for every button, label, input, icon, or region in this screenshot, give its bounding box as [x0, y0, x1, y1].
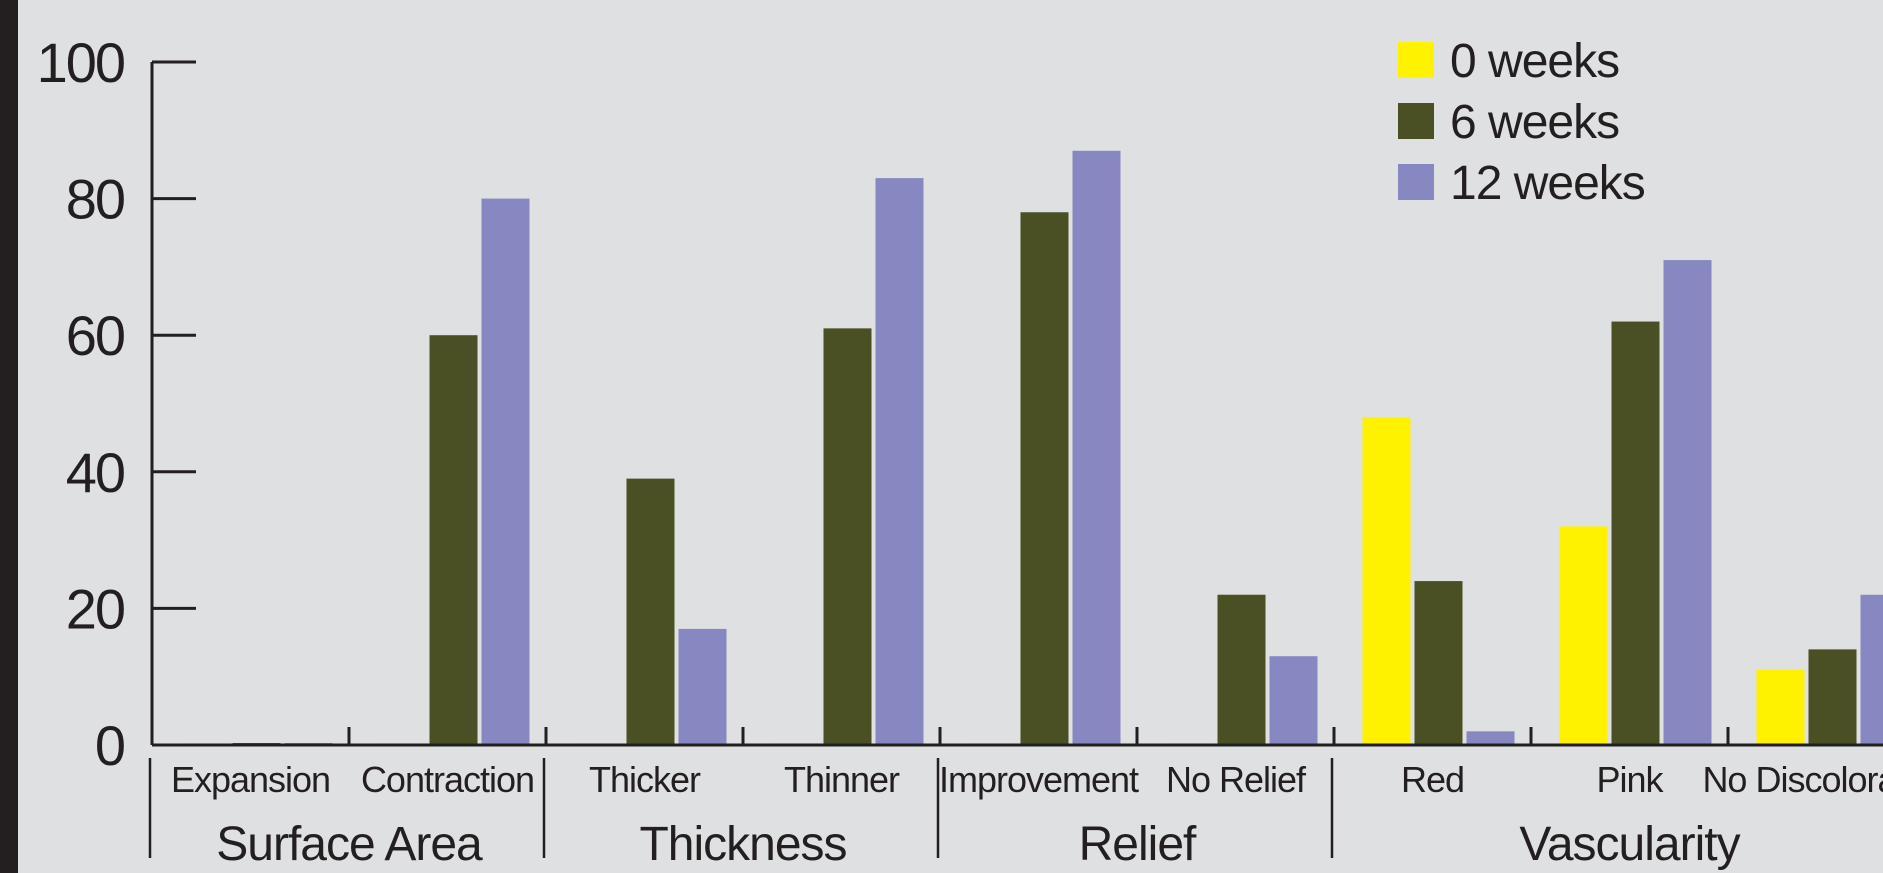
bar [1217, 594, 1266, 745]
bar [823, 328, 872, 745]
legend-label: 0 weeks [1450, 35, 1619, 88]
y-tick-label: 80 [66, 168, 124, 231]
bar [626, 478, 675, 745]
bar [1072, 150, 1121, 746]
group-label: Vascularity [1519, 818, 1740, 871]
x-tick-label: Pink [1596, 759, 1664, 800]
legend-label: 6 weeks [1450, 96, 1619, 149]
y-tick-label: 40 [66, 441, 124, 504]
bar [481, 198, 530, 746]
bar [1269, 656, 1318, 745]
bar [1756, 669, 1805, 745]
bar [1860, 594, 1883, 745]
y-tick-label: 60 [66, 304, 124, 367]
bar [1020, 212, 1069, 745]
bar [875, 178, 924, 746]
group-label: Surface Area [216, 818, 483, 871]
legend-swatch [1398, 164, 1434, 200]
bar [1362, 417, 1411, 745]
legend-swatch [1398, 103, 1434, 139]
legend-label: 12 weeks [1450, 157, 1645, 210]
bar [1663, 260, 1712, 745]
bar [1808, 649, 1857, 745]
y-tick-label: 0 [95, 714, 124, 777]
x-tick-label: Thinner [784, 759, 900, 800]
x-tick-label: Thicker [589, 759, 701, 800]
bar [678, 628, 727, 745]
group-label: Thickness [639, 818, 846, 871]
y-tick-label: 20 [66, 577, 124, 640]
x-tick-label: Expansion [171, 759, 330, 800]
x-tick-label: Contraction [361, 759, 534, 800]
left-border [0, 0, 18, 873]
bar [1611, 321, 1660, 745]
x-tick-label: No Relief [1166, 759, 1307, 800]
y-tick-label: 100 [37, 31, 124, 94]
bar [1466, 731, 1515, 745]
x-tick-label: No Discoloration [1702, 759, 1883, 800]
x-tick-label: Improvement [939, 759, 1139, 800]
x-tick-label: Red [1401, 759, 1464, 800]
bar [1559, 526, 1608, 745]
group-label: Relief [1079, 818, 1197, 871]
bar [1414, 581, 1463, 745]
bar [429, 335, 478, 745]
legend-swatch [1398, 42, 1434, 78]
